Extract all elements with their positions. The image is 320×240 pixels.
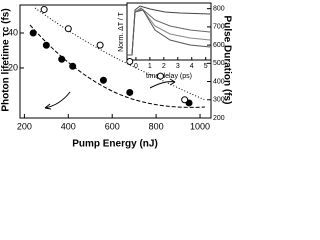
point [126,58,134,65]
point [58,55,66,63]
y2-tick-label: 300 [213,97,225,104]
y2-tick-label: 700 [213,24,225,31]
point [96,41,104,49]
fit-dashed [29,24,206,108]
point [64,25,72,33]
arrow [44,91,71,109]
x-tick-label: 600 [105,121,120,131]
inset-x-tick-label: 2 [162,63,166,70]
inset-curve [127,9,211,56]
x-axis-label: Pump Energy (nJ) [72,139,158,150]
point [69,62,77,70]
y-axis-label: Photon lifetime τc (fs) [1,8,12,111]
point [99,76,107,84]
x-tick-label: 200 [17,121,32,131]
x-tick-label: 800 [149,121,164,131]
y2-tick-label: 400 [213,78,225,85]
inset-x-tick-label: 1 [148,63,152,70]
chart: Photon lifetime τc (fs) Pulse Duration (… [1,2,232,150]
y2-tick-label: 800 [213,5,225,12]
point [42,41,50,49]
y-tick-label: 20 [8,62,18,72]
y2-tick-label: 200 [213,115,225,122]
x-tick-label: 1000 [190,121,210,131]
point [40,6,48,14]
y2-tick-label: 600 [213,42,225,49]
arrow-head [44,103,52,110]
point [157,72,165,80]
inset-x-tick-label: 5 [204,63,208,70]
point [29,29,37,37]
x-tick-label: 400 [61,121,76,131]
plot-frame [19,4,212,119]
y2-axis-label: Pulse Duration (fs) [221,16,232,105]
inset-x-label: time delay (ps) [146,73,192,80]
inset-x-tick-label: 3 [176,63,180,70]
arrow-head [169,78,176,86]
y-tick-label: 40 [8,27,18,37]
inset-x-tick-label: 4 [190,63,194,70]
inset-x-tick-label: 0 [134,63,138,70]
point [181,96,189,104]
fit-dotted [34,7,206,101]
inset-y-label: Norm. ΔT / T [118,11,125,52]
inset-frame [126,2,212,61]
point [126,88,134,96]
arrow [149,81,176,89]
y2-tick-label: 500 [213,60,225,67]
